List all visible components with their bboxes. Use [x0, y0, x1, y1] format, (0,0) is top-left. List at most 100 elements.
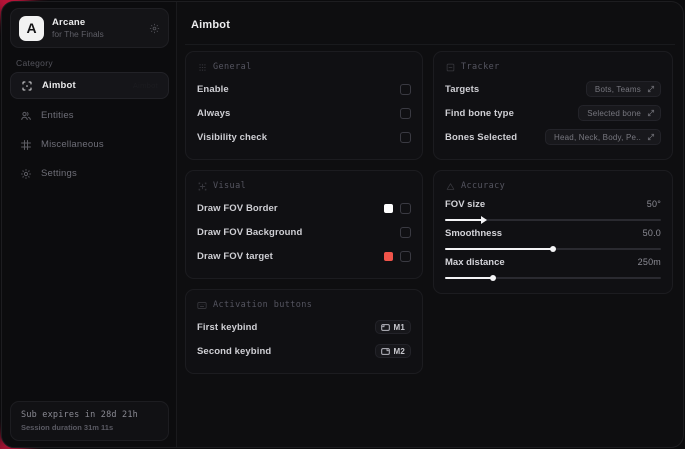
tracker-card: Tracker Targets Bots, Teams	[433, 51, 673, 160]
row-label: Draw FOV Background	[197, 226, 303, 238]
row-controls	[400, 83, 411, 95]
sidebar-item-miscellaneous[interactable]: Miscellaneous	[10, 131, 169, 158]
slider-thumb[interactable]	[489, 275, 496, 281]
sidebar: A Arcane for The Finals Category	[2, 2, 177, 447]
row-draw-fov-background[interactable]: Draw FOV Background	[197, 220, 411, 244]
slider-header: FOV size 50°	[445, 199, 661, 215]
left-column: General Enable Always	[185, 51, 423, 374]
row-always[interactable]: Always	[197, 101, 411, 125]
sliders-icon	[19, 138, 32, 151]
row-label: Draw FOV target	[197, 250, 273, 262]
row-draw-fov-border[interactable]: Draw FOV Border	[197, 196, 411, 220]
dropdown-targets[interactable]: Bots, Teams	[585, 81, 661, 97]
gear-icon	[19, 167, 32, 180]
row-first-keybind[interactable]: First keybind M1	[197, 315, 411, 339]
color-swatch-fov-border[interactable]	[384, 203, 393, 213]
app-name: Arcane	[52, 16, 86, 28]
activation-card-title: Activation buttons	[213, 300, 313, 310]
sub-expires-text: Sub expires in 28d 21h	[21, 410, 138, 420]
sidebar-item-label: Settings	[41, 168, 77, 179]
color-swatch-fov-target[interactable]	[384, 251, 393, 261]
slider-label: FOV size	[445, 199, 486, 210]
slider-track-fill	[445, 277, 493, 279]
keybind-value: M2	[393, 346, 405, 356]
slider-track-fill	[445, 248, 553, 250]
row-label: Second keybind	[197, 345, 272, 357]
tracker-card-header: Tracker	[445, 60, 661, 74]
slider-thumb[interactable]	[550, 246, 556, 252]
sidebar-item-label: Miscellaneous	[41, 139, 104, 150]
row-enable[interactable]: Enable	[197, 77, 411, 101]
slider-smoothness[interactable]: Smoothness 50.0	[445, 225, 661, 254]
brand-text: Arcane for The Finals	[52, 17, 149, 40]
sidebar-item-aimbot[interactable]: Aimbot Aimbot	[10, 72, 169, 99]
slider-track[interactable]	[445, 274, 661, 283]
crosshair-icon	[20, 79, 33, 92]
triangle-icon	[445, 181, 455, 191]
slider-fov-size[interactable]: FOV size 50°	[445, 196, 661, 225]
slider-max-distance[interactable]: Max distance 250m	[445, 254, 661, 283]
app-logo: A	[19, 15, 44, 41]
slider-label: Smoothness	[445, 228, 503, 239]
mouse-right-icon	[381, 342, 391, 360]
row-label: Draw FOV Border	[197, 202, 278, 214]
slider-thumb[interactable]	[480, 216, 487, 224]
slider-label: Max distance	[445, 257, 505, 268]
checkbox-visibility-check[interactable]	[400, 131, 411, 143]
row-label: Targets	[445, 83, 480, 95]
slider-value: 50.0	[642, 228, 661, 238]
dropdown-bones-selected[interactable]: Head, Neck, Body, Pe..	[545, 129, 661, 145]
expand-icon	[647, 133, 655, 141]
row-draw-fov-target[interactable]: Draw FOV target	[197, 244, 411, 268]
mouse-left-icon	[381, 318, 391, 336]
checkbox-draw-fov-background[interactable]	[400, 226, 411, 238]
checkbox-draw-fov-target[interactable]	[400, 250, 411, 262]
checkbox-enable[interactable]	[400, 83, 411, 95]
row-label: Enable	[197, 83, 229, 95]
slider-header: Max distance 250m	[445, 257, 661, 273]
right-column: Tracker Targets Bots, Teams	[433, 51, 673, 374]
checkbox-always[interactable]	[400, 107, 411, 119]
brand-card[interactable]: A Arcane for The Finals	[10, 8, 169, 48]
session-duration-text: Session duration 31m 11s	[21, 423, 114, 432]
general-card-header: General	[197, 60, 411, 74]
sidebar-item-hint: Aimbot	[132, 81, 158, 90]
activation-card-header: Activation buttons	[197, 298, 411, 312]
tracker-card-title: Tracker	[461, 62, 500, 72]
visual-card: Visual Draw FOV Border Draw FOV Backgrou…	[185, 170, 423, 279]
row-label: Bones Selected	[445, 131, 518, 143]
entities-icon	[19, 109, 32, 122]
slider-track[interactable]	[445, 216, 661, 225]
gear-icon[interactable]	[149, 23, 160, 34]
sidebar-item-entities[interactable]: Entities	[10, 102, 169, 129]
page-title: Aimbot	[191, 19, 231, 31]
panels-grid: General Enable Always	[185, 51, 675, 374]
dropdown-find-bone-type[interactable]: Selected bone	[578, 105, 661, 121]
row-controls	[400, 131, 411, 143]
sidebar-nav: Aimbot Aimbot Entities	[10, 72, 169, 188]
accuracy-card-title: Accuracy	[461, 181, 506, 191]
keyboard-icon	[197, 300, 207, 310]
slider-track[interactable]	[445, 245, 661, 254]
row-second-keybind[interactable]: Second keybind M2	[197, 339, 411, 363]
sidebar-item-settings[interactable]: Settings	[10, 160, 169, 187]
visual-card-header: Visual	[197, 179, 411, 193]
row-find-bone-type[interactable]: Find bone type Selected bone	[445, 101, 661, 125]
subscription-status-card: Sub expires in 28d 21h Session duration …	[10, 401, 169, 441]
visual-card-title: Visual	[213, 181, 247, 191]
row-targets[interactable]: Targets Bots, Teams	[445, 77, 661, 101]
row-bones-selected[interactable]: Bones Selected Head, Neck, Body, Pe..	[445, 125, 661, 149]
slider-value: 250m	[637, 257, 661, 267]
general-card: General Enable Always	[185, 51, 423, 160]
slider-track-bg	[445, 277, 661, 279]
slider-track-bg	[445, 219, 661, 221]
grid-icon	[197, 62, 207, 72]
keybind-pill-second[interactable]: M2	[375, 344, 411, 358]
keybind-value: M1	[393, 322, 405, 332]
row-label: Always	[197, 107, 231, 119]
keybind-pill-first[interactable]: M1	[375, 320, 411, 334]
row-visibility-check[interactable]: Visibility check	[197, 125, 411, 149]
accuracy-card: Accuracy FOV size 50°	[433, 170, 673, 294]
checkbox-draw-fov-border[interactable]	[400, 202, 411, 214]
